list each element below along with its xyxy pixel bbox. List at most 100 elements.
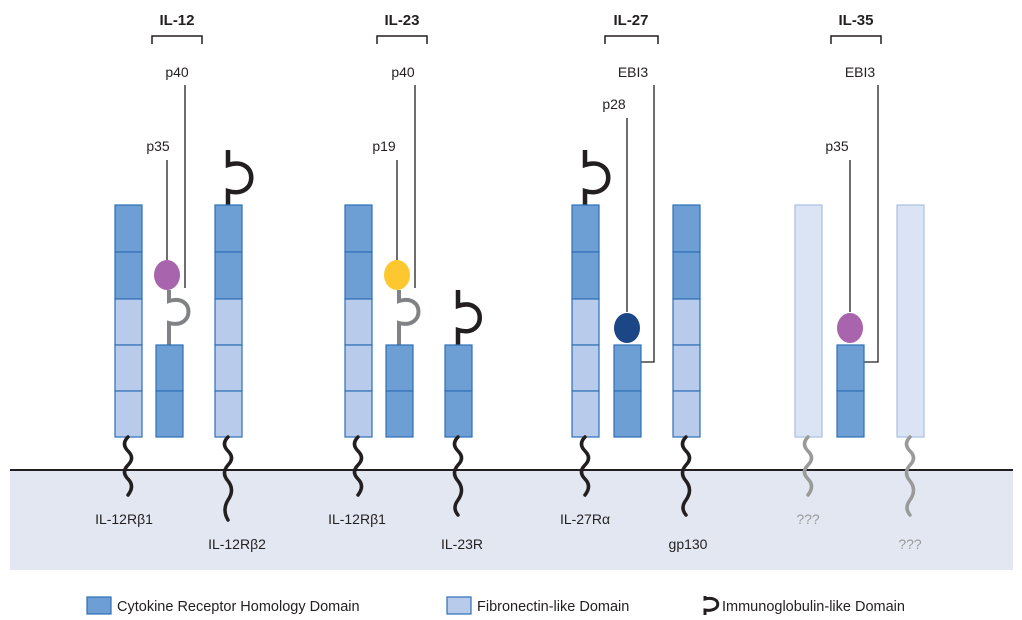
legend: Cytokine Receptor Homology Domain Fibron… bbox=[86, 596, 905, 615]
ebi3-leader-line bbox=[863, 85, 879, 363]
receptor-left-label: IL-12Rβ1 bbox=[328, 511, 386, 527]
crh-domain bbox=[344, 204, 373, 253]
crh-domain bbox=[114, 204, 143, 253]
title-bracket bbox=[376, 35, 428, 44]
group-title: IL-12 bbox=[159, 12, 194, 29]
transmembrane-tail bbox=[579, 435, 591, 497]
receptor-right-chain-unknown bbox=[896, 204, 925, 517]
p35-subunit bbox=[837, 313, 863, 343]
unknown-receptor-domain bbox=[896, 204, 925, 438]
fibronectin-domain bbox=[114, 344, 143, 392]
transmembrane-tail bbox=[680, 435, 692, 517]
crh-domain bbox=[613, 390, 642, 438]
fibronectin-domain bbox=[344, 390, 373, 438]
fibronectin-domain bbox=[672, 344, 701, 392]
receptor-right-chain bbox=[444, 290, 482, 517]
fibronectin-domain bbox=[571, 344, 600, 392]
crh-domain bbox=[155, 390, 184, 438]
subunit-top-label: EBI3 bbox=[618, 64, 649, 80]
transmembrane-tail bbox=[452, 435, 464, 517]
fibronectin-domain bbox=[214, 298, 243, 346]
fibronectin-domain bbox=[571, 298, 600, 346]
crh-domain bbox=[836, 344, 865, 392]
subunit-lower-label: p19 bbox=[372, 138, 396, 154]
fibronectin-domain bbox=[214, 344, 243, 392]
crh-domain bbox=[672, 204, 701, 253]
group-il-23: IL-23 p40 p19 IL-12Rβ1 IL-23R bbox=[328, 12, 483, 552]
transmembrane-tail bbox=[222, 435, 234, 522]
receptor-left-chain-unknown bbox=[794, 204, 823, 497]
crh-domain bbox=[214, 251, 243, 300]
crh-domain bbox=[214, 204, 243, 253]
group-title: IL-23 bbox=[384, 12, 419, 29]
crh-domain bbox=[613, 344, 642, 392]
subunit-lower-label: p35 bbox=[825, 138, 849, 154]
crh-domain bbox=[836, 390, 865, 438]
title-bracket bbox=[151, 35, 203, 44]
group-title: IL-35 bbox=[838, 12, 873, 29]
legend-fn-swatch bbox=[446, 596, 472, 615]
crh-domain bbox=[344, 251, 373, 300]
ig-like-domain-icon bbox=[582, 150, 611, 205]
crh-domain bbox=[155, 344, 184, 392]
receptor-left-label: IL-27Rα bbox=[560, 511, 610, 527]
ig-like-domain-icon bbox=[167, 290, 191, 345]
legend-fn-label: Fibronectin-like Domain bbox=[477, 599, 629, 615]
legend-crh-label: Cytokine Receptor Homology Domain bbox=[117, 599, 360, 615]
receptor-right-chain bbox=[672, 204, 701, 517]
receptor-left-label: ??? bbox=[796, 511, 820, 527]
title-bracket bbox=[830, 35, 882, 44]
ig-like-domain-icon bbox=[225, 150, 254, 205]
receptor-left-chain bbox=[344, 204, 373, 497]
cytokine-il-12 bbox=[154, 85, 191, 438]
crh-domain bbox=[114, 251, 143, 300]
group-title: IL-27 bbox=[613, 12, 648, 29]
crh-domain bbox=[385, 344, 414, 392]
cytokine-il-35 bbox=[836, 85, 879, 438]
fibronectin-domain bbox=[571, 390, 600, 438]
subunit-lower-label: p35 bbox=[146, 138, 170, 154]
subunit-top-label: EBI3 bbox=[845, 64, 876, 80]
receptor-left-chain bbox=[571, 150, 611, 497]
receptor-right-label: IL-12Rβ2 bbox=[208, 536, 266, 552]
fibronectin-domain bbox=[114, 298, 143, 346]
receptor-left-chain bbox=[114, 204, 143, 497]
ig-like-domain-icon bbox=[703, 596, 720, 615]
transmembrane-tail bbox=[904, 435, 916, 517]
group-il-35: IL-35 EBI3 p35 ??? ??? bbox=[794, 12, 925, 552]
ig-like-domain-icon bbox=[455, 290, 482, 345]
transmembrane-tail bbox=[122, 435, 134, 497]
crh-domain bbox=[444, 344, 473, 392]
transmembrane-tail bbox=[802, 435, 814, 497]
crh-domain bbox=[571, 251, 600, 300]
unknown-receptor-domain bbox=[794, 204, 823, 438]
legend-crh-swatch bbox=[86, 596, 112, 615]
fibronectin-domain bbox=[672, 298, 701, 346]
p35-subunit bbox=[154, 260, 180, 290]
receptor-right-label: IL-23R bbox=[441, 536, 483, 552]
receptor-left-label: IL-12Rβ1 bbox=[95, 511, 153, 527]
p19-subunit bbox=[384, 260, 410, 290]
group-il-27: IL-27 EBI3 p28 IL-27Rα bbox=[560, 12, 708, 552]
fibronectin-domain bbox=[114, 390, 143, 438]
receptor-right-label: gp130 bbox=[669, 536, 708, 552]
subunit-lower-label: p28 bbox=[602, 96, 626, 112]
fibronectin-domain bbox=[344, 298, 373, 346]
cytokine-il-27 bbox=[613, 85, 655, 438]
subunit-top-label: p40 bbox=[165, 64, 189, 80]
subunit-top-label: p40 bbox=[391, 64, 415, 80]
fibronectin-domain bbox=[344, 344, 373, 392]
fibronectin-domain bbox=[214, 390, 243, 438]
receptor-right-chain bbox=[214, 150, 254, 522]
receptor-right-label: ??? bbox=[898, 536, 922, 552]
crh-domain bbox=[672, 251, 701, 300]
ig-like-domain-icon bbox=[397, 290, 421, 345]
transmembrane-tail bbox=[352, 435, 364, 497]
crh-domain bbox=[571, 204, 600, 253]
p28-subunit bbox=[614, 313, 640, 343]
fibronectin-domain bbox=[672, 390, 701, 438]
crh-domain bbox=[444, 390, 473, 438]
crh-domain bbox=[385, 390, 414, 438]
cytoplasm-region bbox=[10, 470, 1013, 570]
